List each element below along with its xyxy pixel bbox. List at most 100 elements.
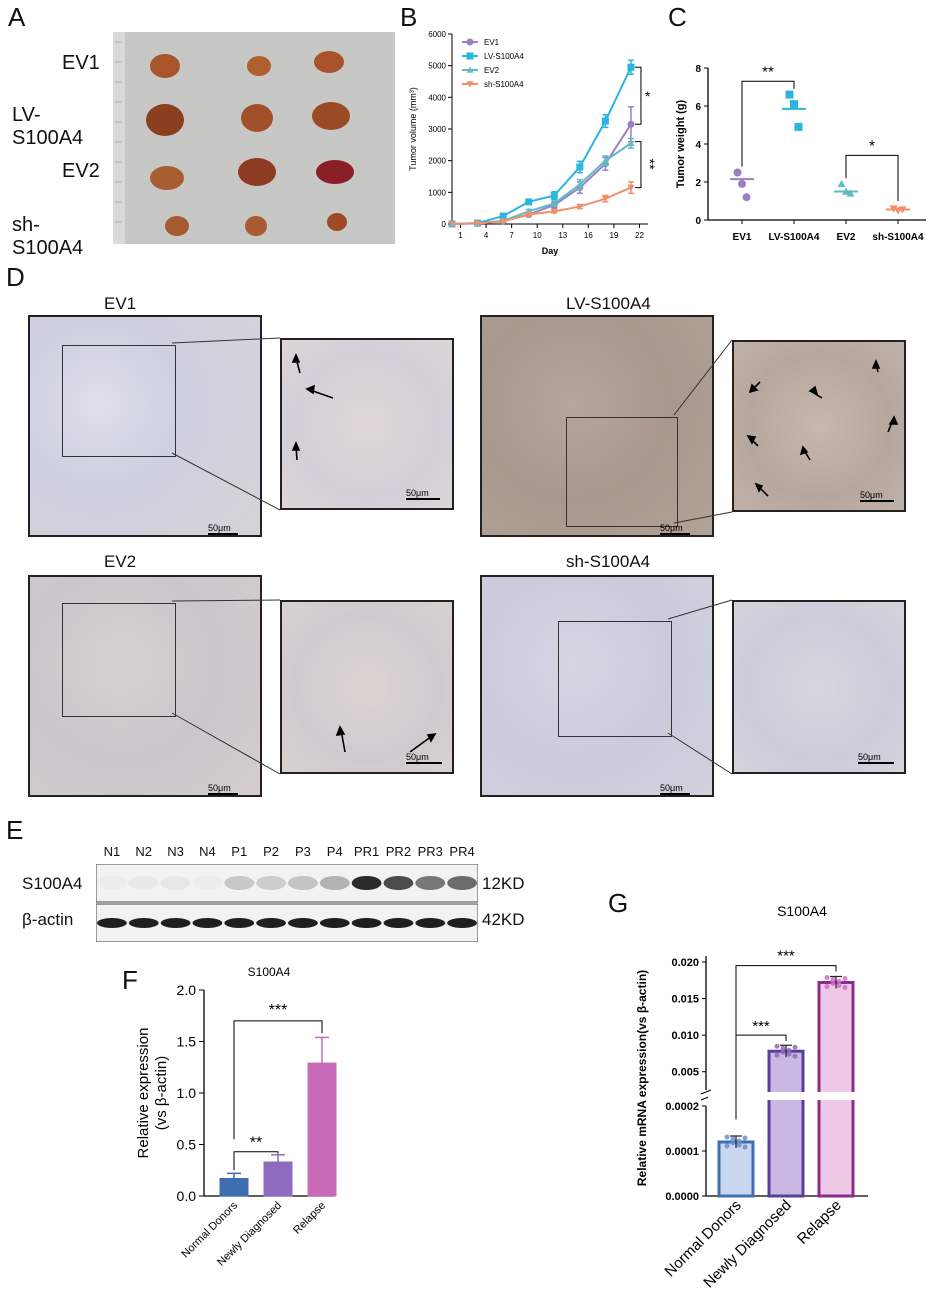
y-tick-label: 4000 <box>428 93 446 102</box>
y-tick-label: 0.020 <box>671 957 699 969</box>
sig-bracket <box>845 154 899 201</box>
x-tick-label: Newly Diagnosed <box>700 1197 795 1292</box>
data-point <box>780 1049 786 1055</box>
data-point <box>576 163 584 171</box>
tumor-row-lv <box>146 102 350 136</box>
data-point <box>525 211 533 218</box>
blot-band <box>256 876 286 890</box>
lane-label: N3 <box>167 844 184 859</box>
y-axis-label-2: (vs β-actin) <box>153 1056 170 1130</box>
y-tick-label: 2.0 <box>177 982 197 998</box>
legend-marker <box>466 52 474 60</box>
relative-mrna-chart: S100A4 0.005 0.010 0.015 0.020 0.0000 0.0001 0.… <box>635 903 870 1292</box>
data-point <box>730 1136 736 1142</box>
data-point <box>790 100 798 109</box>
sig-bracket <box>233 1020 323 1140</box>
y-tick-label: 5000 <box>428 62 446 71</box>
blot-bands <box>96 864 478 942</box>
ihc-ev1-zoom: 50μm <box>280 338 454 510</box>
blot-band <box>447 918 478 928</box>
data-point <box>824 983 830 989</box>
scale-label: 50μm <box>208 783 231 793</box>
group-sh-s100a4 <box>886 205 910 215</box>
y-tick-label: 6000 <box>428 30 446 39</box>
y-axis-label: Relative mRNA expression(vs β-actin) <box>635 970 649 1186</box>
data-point <box>842 984 848 990</box>
legend-marker <box>466 66 474 73</box>
data-point <box>742 1144 748 1150</box>
data-point <box>525 198 533 206</box>
data-point <box>774 1052 780 1058</box>
data-point <box>742 193 751 202</box>
sig-bracket <box>735 1034 787 1120</box>
y-tick-label: 0.0001 <box>665 1146 699 1158</box>
blot-strip-s100a4 <box>96 864 478 903</box>
tumor-weight-chart: 0 2 4 6 8 EV1 LV-S100A4 EV2 sh-S100A4 Tumor weigh… <box>675 63 926 243</box>
data-point <box>738 179 746 188</box>
x-tick-label: 7 <box>509 231 514 240</box>
blot-size-actin: 42KD <box>482 910 525 929</box>
blot-band <box>224 876 255 890</box>
ihc-lv-zoom: 50μm <box>732 340 906 512</box>
group-ev2 <box>834 179 858 197</box>
x-tick-label: 1 <box>458 231 463 240</box>
data-point <box>736 1138 742 1144</box>
scale-label: 50μm <box>660 783 683 793</box>
blot-band <box>288 918 318 928</box>
data-point <box>774 1043 780 1049</box>
blot-band <box>160 918 191 928</box>
series-line <box>451 186 632 225</box>
relative-expression-chart: S100A4 0.0 0.5 1.0 1.5 2.0 Relative expression… <box>135 965 337 1269</box>
sig-label: * <box>645 88 651 104</box>
bar <box>219 1177 249 1197</box>
scale-label: 50μm <box>208 523 231 533</box>
panel-label-f: F <box>122 965 138 995</box>
legend-label: EV1 <box>484 38 500 47</box>
chart-title: S100A4 <box>777 903 827 919</box>
data-point <box>601 157 609 164</box>
data-point <box>724 1134 730 1140</box>
x-tick-label: 16 <box>584 231 593 240</box>
y-tick-label: 0.0 <box>177 1188 197 1204</box>
series-line <box>451 66 632 225</box>
blot-band <box>415 918 446 928</box>
blot-band <box>256 918 286 928</box>
blot-band <box>383 918 414 928</box>
lane-label: PR4 <box>449 844 475 859</box>
blot-band <box>288 876 318 890</box>
sig-bracket <box>233 1151 279 1171</box>
ihc-arrows <box>291 352 899 753</box>
lane-label: N2 <box>135 844 153 859</box>
ihc-title-ev1: EV1 <box>104 294 137 313</box>
series-lv-s100a4 <box>448 59 635 228</box>
blot-band <box>351 918 382 928</box>
blot-label-actin: β-actin <box>22 910 74 929</box>
scale-label: 50μm <box>858 752 881 762</box>
data-point <box>786 1047 792 1053</box>
sig-label: *** <box>269 1002 288 1019</box>
ihc-title-sh: sh-S100A4 <box>566 552 651 571</box>
x-tick-label: Relapse <box>794 1197 845 1248</box>
lane-labels: N1 N2 N3 N4 P1 P2 P3 P4 PR1 PR2 PR3 PR4 <box>96 844 480 864</box>
x-tick-label: 10 <box>533 231 542 240</box>
data-point <box>842 187 850 195</box>
data-point <box>627 120 635 128</box>
legend-label: EV2 <box>484 66 500 75</box>
panel-label-d: D <box>6 262 25 292</box>
x-tick-label: sh-S100A4 <box>872 232 924 243</box>
blot-band <box>383 876 414 890</box>
data-point <box>830 976 836 982</box>
y-tick-label: 1.5 <box>177 1034 197 1050</box>
scale-label: 50μm <box>406 752 429 762</box>
blot-band <box>160 876 191 890</box>
sig-label: *** <box>752 1018 770 1035</box>
lane-label: PR3 <box>417 844 443 859</box>
data-point <box>576 203 584 211</box>
data-point <box>550 208 558 215</box>
legend-marker <box>466 81 474 88</box>
lane-label: P4 <box>326 844 343 859</box>
data-point <box>627 139 635 147</box>
axis-break-band <box>708 1092 870 1100</box>
tumor-row-ev2 <box>150 158 354 190</box>
legend-label: LV-S100A4 <box>484 52 524 61</box>
